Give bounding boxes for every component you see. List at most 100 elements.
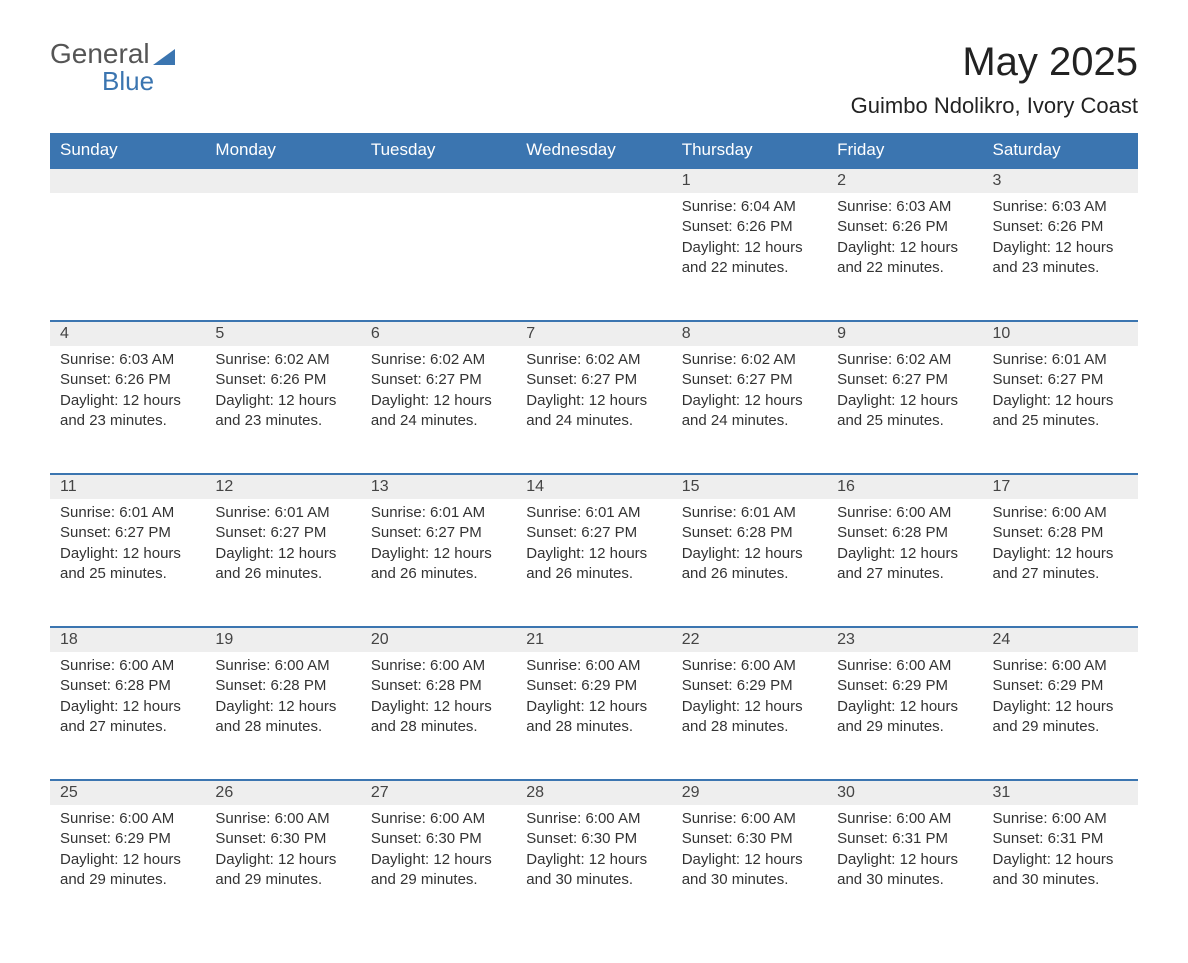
day-body-cell: Sunrise: 6:00 AMSunset: 6:29 PMDaylight:… <box>983 652 1138 780</box>
day-body-cell: Sunrise: 6:00 AMSunset: 6:29 PMDaylight:… <box>50 805 205 933</box>
sunrise-line: Sunrise: 6:01 AM <box>60 503 195 523</box>
day-number-cell: 26 <box>205 780 360 805</box>
weekday-header: Thursday <box>672 133 827 168</box>
day-body-cell: Sunrise: 6:03 AMSunset: 6:26 PMDaylight:… <box>827 193 982 321</box>
day-body-cell: Sunrise: 6:01 AMSunset: 6:27 PMDaylight:… <box>983 346 1138 474</box>
sunrise-line: Sunrise: 6:00 AM <box>837 656 972 676</box>
day-body-cell: Sunrise: 6:01 AMSunset: 6:27 PMDaylight:… <box>361 499 516 627</box>
daylight-line: Daylight: 12 hours and 23 minutes. <box>215 391 350 432</box>
daylight-line: Daylight: 12 hours and 28 minutes. <box>215 697 350 738</box>
day-body-cell: Sunrise: 6:02 AMSunset: 6:27 PMDaylight:… <box>516 346 671 474</box>
day-number-cell: 31 <box>983 780 1138 805</box>
day-number-cell: 5 <box>205 321 360 346</box>
sunset-line: Sunset: 6:29 PM <box>993 676 1128 696</box>
day-number-cell: 20 <box>361 627 516 652</box>
sunrise-line: Sunrise: 6:03 AM <box>837 197 972 217</box>
title-block: May 2025 Guimbo Ndolikro, Ivory Coast <box>851 40 1138 119</box>
sunset-line: Sunset: 6:27 PM <box>371 370 506 390</box>
daylight-line: Daylight: 12 hours and 30 minutes. <box>993 850 1128 891</box>
day-body-cell <box>205 193 360 321</box>
daylight-line: Daylight: 12 hours and 25 minutes. <box>993 391 1128 432</box>
day-body-cell <box>361 193 516 321</box>
day-body-cell: Sunrise: 6:00 AMSunset: 6:28 PMDaylight:… <box>361 652 516 780</box>
day-number-cell: 11 <box>50 474 205 499</box>
daylight-line: Daylight: 12 hours and 27 minutes. <box>60 697 195 738</box>
sunrise-line: Sunrise: 6:01 AM <box>526 503 661 523</box>
daylight-line: Daylight: 12 hours and 29 minutes. <box>215 850 350 891</box>
sunset-line: Sunset: 6:27 PM <box>993 370 1128 390</box>
sunset-line: Sunset: 6:26 PM <box>993 217 1128 237</box>
sunrise-line: Sunrise: 6:00 AM <box>215 809 350 829</box>
sunset-line: Sunset: 6:26 PM <box>837 217 972 237</box>
day-number-cell: 12 <box>205 474 360 499</box>
brand-word-2: Blue <box>102 68 154 94</box>
daylight-line: Daylight: 12 hours and 25 minutes. <box>60 544 195 585</box>
day-number-row: 18192021222324 <box>50 627 1138 652</box>
day-number-cell: 19 <box>205 627 360 652</box>
day-number-cell: 28 <box>516 780 671 805</box>
day-number-cell: 17 <box>983 474 1138 499</box>
day-body-cell: Sunrise: 6:00 AMSunset: 6:31 PMDaylight:… <box>983 805 1138 933</box>
sunrise-line: Sunrise: 6:00 AM <box>526 656 661 676</box>
sunrise-line: Sunrise: 6:02 AM <box>837 350 972 370</box>
day-number-cell: 15 <box>672 474 827 499</box>
day-number-row: 45678910 <box>50 321 1138 346</box>
sunset-line: Sunset: 6:28 PM <box>682 523 817 543</box>
calendar-table: Sunday Monday Tuesday Wednesday Thursday… <box>50 133 1138 933</box>
daylight-line: Daylight: 12 hours and 24 minutes. <box>682 391 817 432</box>
sunset-line: Sunset: 6:30 PM <box>526 829 661 849</box>
sunset-line: Sunset: 6:29 PM <box>837 676 972 696</box>
day-body-cell: Sunrise: 6:03 AMSunset: 6:26 PMDaylight:… <box>50 346 205 474</box>
daylight-line: Daylight: 12 hours and 23 minutes. <box>993 238 1128 279</box>
daylight-line: Daylight: 12 hours and 30 minutes. <box>526 850 661 891</box>
sunset-line: Sunset: 6:27 PM <box>215 523 350 543</box>
daylight-line: Daylight: 12 hours and 28 minutes. <box>371 697 506 738</box>
daylight-line: Daylight: 12 hours and 23 minutes. <box>60 391 195 432</box>
brand-word-1: General <box>50 40 150 68</box>
daylight-line: Daylight: 12 hours and 24 minutes. <box>371 391 506 432</box>
sunset-line: Sunset: 6:30 PM <box>682 829 817 849</box>
daylight-line: Daylight: 12 hours and 29 minutes. <box>371 850 506 891</box>
daylight-line: Daylight: 12 hours and 29 minutes. <box>837 697 972 738</box>
sunrise-line: Sunrise: 6:00 AM <box>993 656 1128 676</box>
weekday-header-row: Sunday Monday Tuesday Wednesday Thursday… <box>50 133 1138 168</box>
day-body-cell: Sunrise: 6:02 AMSunset: 6:27 PMDaylight:… <box>672 346 827 474</box>
daylight-line: Daylight: 12 hours and 28 minutes. <box>526 697 661 738</box>
daylight-line: Daylight: 12 hours and 27 minutes. <box>837 544 972 585</box>
daylight-line: Daylight: 12 hours and 30 minutes. <box>682 850 817 891</box>
day-body-cell: Sunrise: 6:00 AMSunset: 6:29 PMDaylight:… <box>672 652 827 780</box>
day-body-cell: Sunrise: 6:00 AMSunset: 6:29 PMDaylight:… <box>827 652 982 780</box>
sunrise-line: Sunrise: 6:01 AM <box>371 503 506 523</box>
daylight-line: Daylight: 12 hours and 29 minutes. <box>60 850 195 891</box>
sunrise-line: Sunrise: 6:04 AM <box>682 197 817 217</box>
day-body-cell: Sunrise: 6:02 AMSunset: 6:27 PMDaylight:… <box>827 346 982 474</box>
day-number-row: 25262728293031 <box>50 780 1138 805</box>
day-number-row: 11121314151617 <box>50 474 1138 499</box>
sunset-line: Sunset: 6:31 PM <box>993 829 1128 849</box>
day-number-cell <box>205 168 360 193</box>
sunrise-line: Sunrise: 6:00 AM <box>837 809 972 829</box>
sunrise-line: Sunrise: 6:01 AM <box>993 350 1128 370</box>
sunrise-line: Sunrise: 6:00 AM <box>837 503 972 523</box>
day-body-cell: Sunrise: 6:02 AMSunset: 6:27 PMDaylight:… <box>361 346 516 474</box>
sunrise-line: Sunrise: 6:02 AM <box>682 350 817 370</box>
sunset-line: Sunset: 6:28 PM <box>60 676 195 696</box>
day-body-cell <box>50 193 205 321</box>
day-number-cell <box>361 168 516 193</box>
sunrise-line: Sunrise: 6:03 AM <box>993 197 1128 217</box>
day-number-cell: 30 <box>827 780 982 805</box>
day-body-cell: Sunrise: 6:00 AMSunset: 6:30 PMDaylight:… <box>361 805 516 933</box>
day-number-cell: 25 <box>50 780 205 805</box>
day-number-cell: 1 <box>672 168 827 193</box>
daylight-line: Daylight: 12 hours and 26 minutes. <box>215 544 350 585</box>
sunset-line: Sunset: 6:29 PM <box>60 829 195 849</box>
sunrise-line: Sunrise: 6:00 AM <box>371 656 506 676</box>
sunset-line: Sunset: 6:27 PM <box>682 370 817 390</box>
weekday-header: Wednesday <box>516 133 671 168</box>
weekday-header: Tuesday <box>361 133 516 168</box>
day-number-row: 123 <box>50 168 1138 193</box>
day-number-cell: 27 <box>361 780 516 805</box>
sunset-line: Sunset: 6:27 PM <box>526 370 661 390</box>
day-number-cell: 22 <box>672 627 827 652</box>
day-number-cell: 16 <box>827 474 982 499</box>
